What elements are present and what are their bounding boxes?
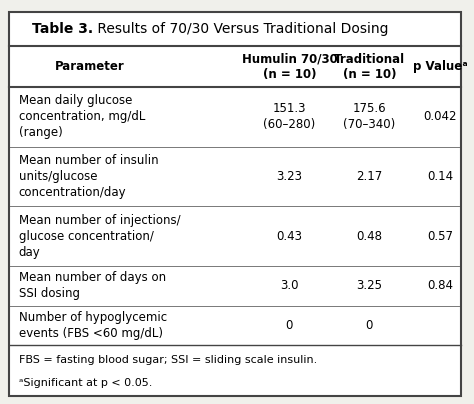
Text: 0: 0: [286, 319, 293, 332]
Text: 2.17: 2.17: [356, 170, 383, 183]
Text: 0.042: 0.042: [423, 110, 457, 123]
Text: Mean number of injections/
glucose concentration/
day: Mean number of injections/ glucose conce…: [19, 214, 181, 259]
Text: Humulin 70/30
(n = 10): Humulin 70/30 (n = 10): [242, 53, 337, 81]
Text: Parameter: Parameter: [55, 60, 124, 73]
Text: 0.48: 0.48: [356, 229, 383, 242]
Text: 3.0: 3.0: [280, 279, 299, 292]
Text: Number of hypoglycemic
events (FBS <60 mg/dL): Number of hypoglycemic events (FBS <60 m…: [19, 311, 167, 340]
Text: Table 3.: Table 3.: [32, 22, 93, 36]
Text: Mean daily glucose
concentration, mg/dL
(range): Mean daily glucose concentration, mg/dL …: [19, 94, 145, 139]
Text: 0.14: 0.14: [427, 170, 453, 183]
Text: Mean number of days on
SSI dosing: Mean number of days on SSI dosing: [19, 271, 166, 300]
Text: 0.57: 0.57: [427, 229, 453, 242]
Text: Results of 70/30 Versus Traditional Dosing: Results of 70/30 Versus Traditional Dosi…: [93, 22, 389, 36]
Text: 151.3
(60–280): 151.3 (60–280): [263, 102, 316, 131]
Text: ᵃSignificant at p < 0.05.: ᵃSignificant at p < 0.05.: [19, 378, 152, 388]
Text: FBS = fasting blood sugar; SSI = sliding scale insulin.: FBS = fasting blood sugar; SSI = sliding…: [19, 355, 317, 364]
Text: Mean number of insulin
units/glucose
concentration/day: Mean number of insulin units/glucose con…: [19, 154, 158, 199]
Text: 3.25: 3.25: [356, 279, 383, 292]
Text: 175.6
(70–340): 175.6 (70–340): [343, 102, 395, 131]
Text: 3.23: 3.23: [276, 170, 302, 183]
Text: p Valueᵃ: p Valueᵃ: [413, 60, 467, 73]
Text: 0: 0: [366, 319, 373, 332]
Text: 0.43: 0.43: [276, 229, 302, 242]
Text: 0.84: 0.84: [427, 279, 453, 292]
Text: Traditional
(n = 10): Traditional (n = 10): [334, 53, 405, 81]
